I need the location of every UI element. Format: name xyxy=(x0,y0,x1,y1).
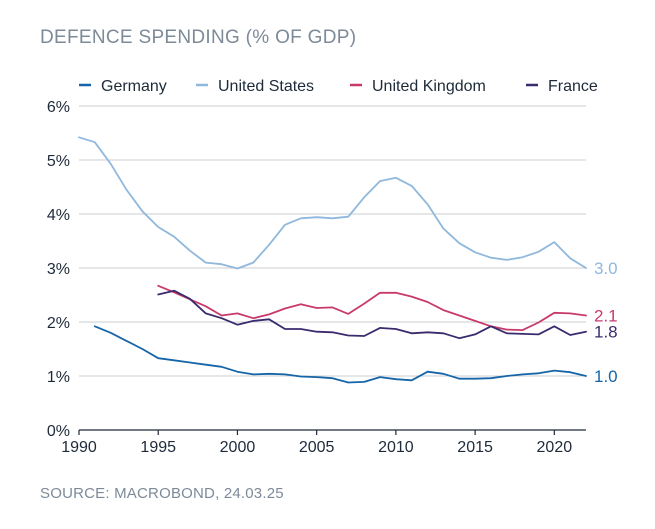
legend-label: United Kingdom xyxy=(372,78,486,95)
x-tick-label: 1990 xyxy=(61,439,97,456)
legend-item-united-kingdom: United Kingdom xyxy=(350,78,486,95)
source-note: SOURCE: MACROBOND, 24.03.25 xyxy=(40,485,284,502)
x-tick-label: 2005 xyxy=(299,439,335,456)
chart-title: DEFENCE SPENDING (% OF GDP) xyxy=(40,27,356,48)
y-tick-label: 0% xyxy=(47,423,70,440)
legend-label: Germany xyxy=(101,78,167,95)
y-tick-label: 2% xyxy=(47,315,70,332)
y-tick-label: 5% xyxy=(47,153,70,170)
end-label-united-kingdom: 2.1 xyxy=(594,307,618,326)
legend: Germany United States United Kingdom France xyxy=(79,78,598,95)
y-tick-label: 6% xyxy=(47,99,70,116)
series-lines xyxy=(78,136,587,384)
end-label-germany: 1.0 xyxy=(594,367,618,386)
legend-item-united-states: United States xyxy=(196,78,314,95)
legend-item-france: France xyxy=(526,78,598,95)
gridlines xyxy=(79,105,586,431)
y-tick-label: 4% xyxy=(47,207,70,224)
series-line-france xyxy=(157,289,587,340)
end-label-france: 1.8 xyxy=(594,323,618,342)
series-line-united-states xyxy=(78,136,587,270)
legend-label: France xyxy=(548,78,598,95)
x-tick-label: 2015 xyxy=(457,439,493,456)
legend-item-germany: Germany xyxy=(79,78,167,95)
x-tick-label: 2000 xyxy=(220,439,256,456)
y-tick-label: 1% xyxy=(47,369,70,386)
x-axis-ticks: 1990 1995 2000 2005 2010 2015 2020 xyxy=(61,430,572,456)
legend-label: United States xyxy=(218,78,314,95)
x-tick-label: 2020 xyxy=(537,439,573,456)
end-label-united-states: 3.0 xyxy=(594,259,618,278)
x-tick-label: 2010 xyxy=(378,439,414,456)
series-line-united-kingdom xyxy=(157,284,587,331)
end-labels: 1.0 3.0 2.11.8 xyxy=(594,259,618,386)
y-axis-ticks: 0% 1% 2% 3% 4% 5% 6% xyxy=(47,99,70,440)
x-tick-label: 1995 xyxy=(140,439,176,456)
series-line-germany xyxy=(93,325,587,384)
y-tick-label: 3% xyxy=(47,261,70,278)
